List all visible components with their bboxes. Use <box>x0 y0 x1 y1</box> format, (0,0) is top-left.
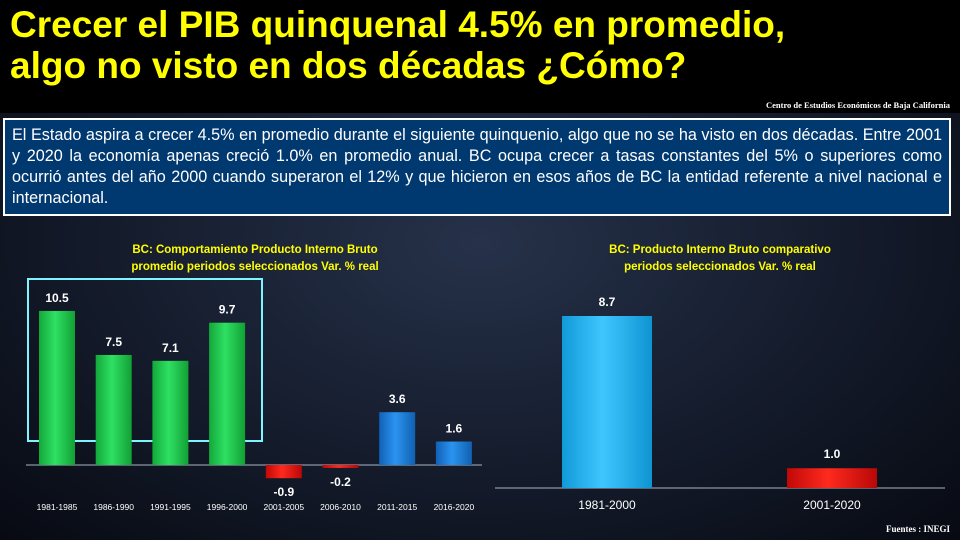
title-line-1: Crecer el PIB quinquenal 4.5% en promedi… <box>10 4 786 45</box>
chart1-value-label: 9.7 <box>219 303 236 317</box>
chart1-bar-1991-1995 <box>152 360 189 465</box>
chart1-tick-label: 1986-1990 <box>93 502 134 512</box>
chart1-tick-label: 2016-2020 <box>434 502 475 512</box>
chart1-bar-1981-1985 <box>39 310 75 465</box>
title-bar: Crecer el PIB quinquenal 4.5% en promedi… <box>0 0 960 113</box>
chart1-tick-label: 1996-2000 <box>207 502 248 512</box>
chart1-bar-2006-2010 <box>322 465 359 468</box>
chart2-value-label: 1.0 <box>824 447 841 461</box>
chart2-title-line1: BC: Producto Interno Bruto comparativo <box>609 244 831 256</box>
chart2-bar-2001-2020 <box>787 468 877 488</box>
title-line-2: algo no visto en dos décadas ¿Cómo? <box>10 45 687 86</box>
chart2-tick-label: 2001-2020 <box>803 498 861 512</box>
chart1-bar-1996-2000 <box>209 322 246 465</box>
chart1-value-label: 7.1 <box>162 341 179 355</box>
chart1-value-label: 7.5 <box>105 335 122 349</box>
chart1-tick-label: 2001-2005 <box>263 502 304 512</box>
source-credit: Centro de Estudios Económicos de Baja Ca… <box>765 100 950 110</box>
chart1-value-label: 1.6 <box>446 422 463 436</box>
chart1-highlight-box <box>27 278 263 442</box>
chart1-tick-label: 1981-1985 <box>37 502 78 512</box>
chart1-tick-label: 2006-2010 <box>320 502 361 512</box>
chart2-tick-label: 1981-2000 <box>578 498 636 512</box>
chart1-bar-2016-2020 <box>435 441 472 465</box>
chart1-tick-label: 2011-2015 <box>377 502 417 512</box>
chart1-title-line2: promedio periodos seleccionados Var. % r… <box>131 261 378 273</box>
page-title: Crecer el PIB quinquenal 4.5% en promedi… <box>10 4 785 86</box>
footer-source: Fuentes : INEGI <box>885 524 950 534</box>
info-box: El Estado aspira a crecer 4.5% en promed… <box>3 118 951 216</box>
chart1-tick-label: 1991-1995 <box>150 502 191 512</box>
chart1-value-label: 3.6 <box>389 392 406 406</box>
chart1-bars: 10.5 1981-1985 7.5 1986-1990 7.1 1991-1995 9.7… <box>37 291 475 512</box>
chart2-title-line2: periodos seleccionados Var. % real <box>624 261 816 273</box>
chart1-bar-1986-1990 <box>95 354 132 465</box>
chart1-bar-2001-2005 <box>265 465 302 479</box>
chart1-value-label: 10.5 <box>45 291 69 305</box>
chart2-bar-1981-2000 <box>562 316 652 488</box>
chart1-value-label: -0.9 <box>273 485 294 499</box>
chart1-value-label: -0.2 <box>330 475 351 489</box>
chart2-bars: 8.7 1981-2000 1.0 2001-2020 <box>562 295 877 512</box>
chart1-bar-2011-2015 <box>379 412 416 465</box>
chart1-title-line1: BC: Comportamiento Producto Interno Brut… <box>132 244 377 256</box>
chart2-value-label: 8.7 <box>599 295 616 309</box>
